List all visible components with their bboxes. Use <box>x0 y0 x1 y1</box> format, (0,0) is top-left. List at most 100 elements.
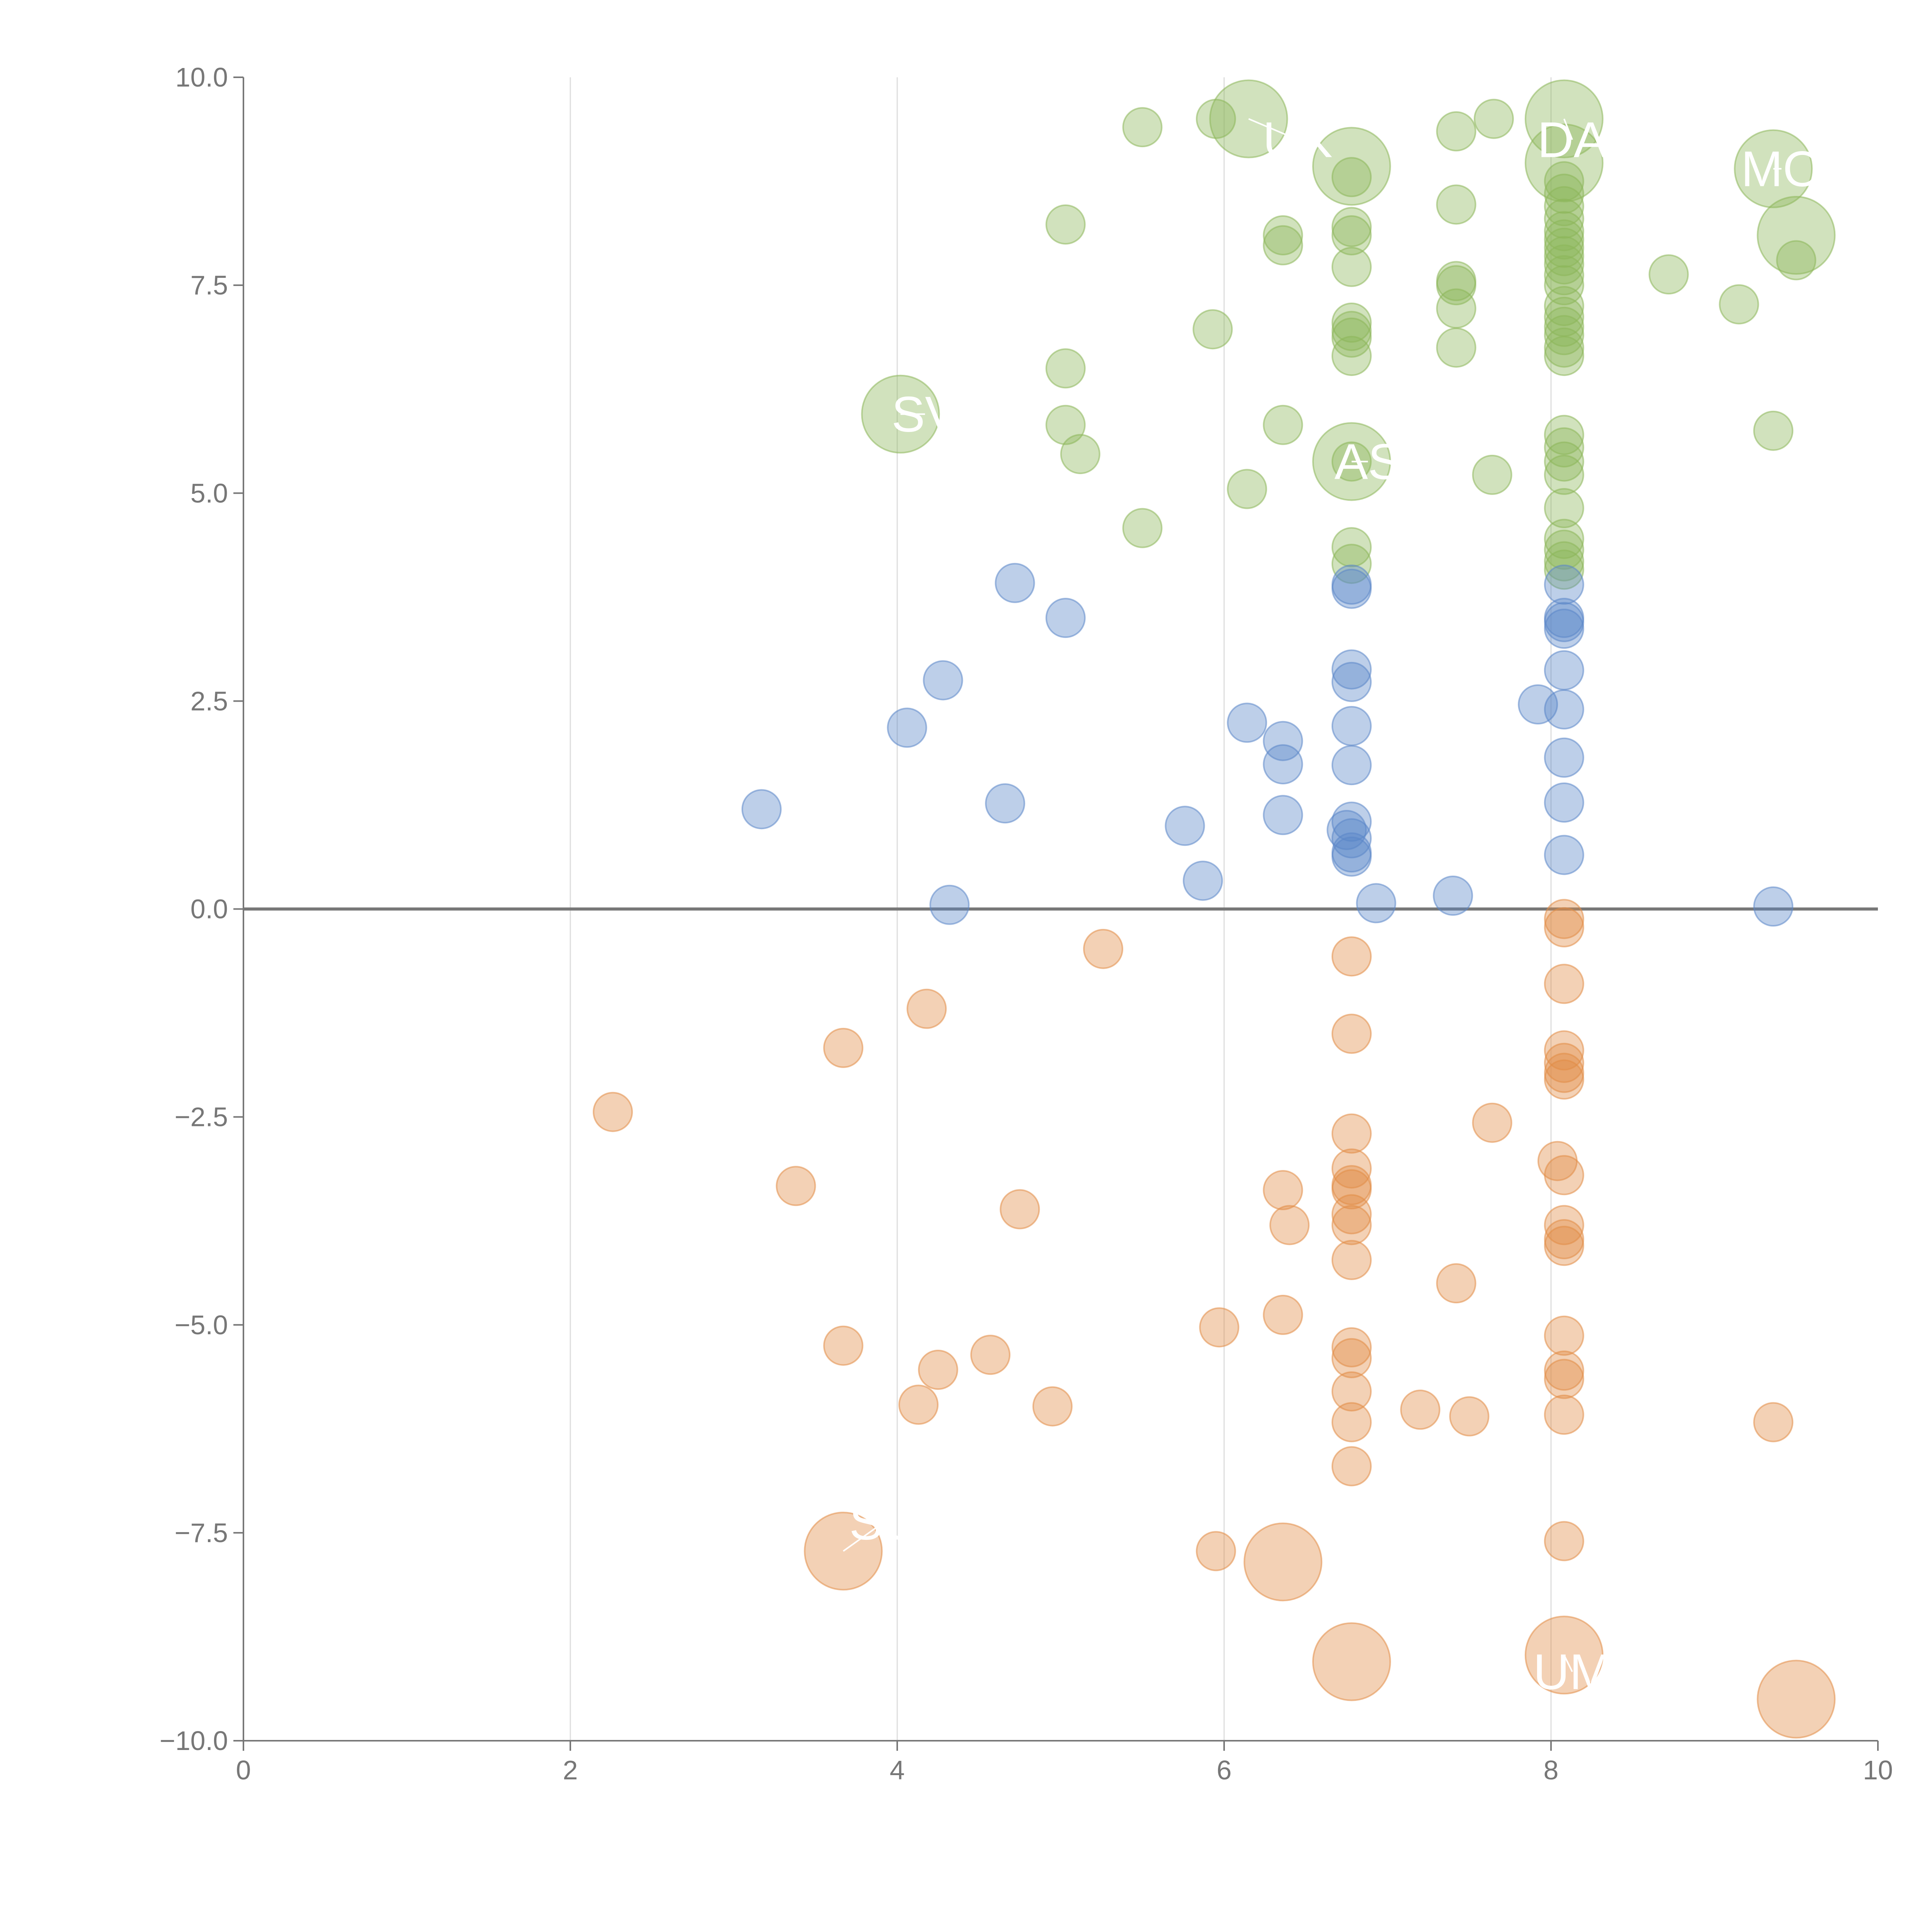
neutral-point <box>1183 861 1223 901</box>
positive-point <box>1544 228 1584 268</box>
x-tick-label: 6 <box>1217 1755 1232 1785</box>
point-annotation: SV <box>891 386 959 442</box>
point-annotation: SU <box>849 1494 919 1550</box>
negative-point <box>1544 964 1584 1004</box>
negative-point <box>1083 929 1123 969</box>
positive-point <box>1331 302 1372 343</box>
neutral-point <box>1331 706 1372 746</box>
point-annotation: DA <box>1537 111 1607 168</box>
negative-point <box>1472 1102 1512 1143</box>
negative-point <box>1331 1327 1372 1367</box>
neutral-point <box>1331 662 1372 702</box>
highlighted-point <box>1312 127 1391 206</box>
positive-point <box>1331 207 1372 247</box>
negative-point <box>1436 1263 1476 1304</box>
negative-point <box>1331 1113 1372 1154</box>
negative-point <box>1331 1240 1372 1280</box>
positive-point <box>1473 99 1514 139</box>
negative-point <box>1544 1359 1584 1399</box>
negative-point <box>1331 1014 1372 1054</box>
point-annotation: UM <box>1533 1643 1611 1700</box>
highlighted-point <box>1243 1522 1323 1602</box>
negative-point <box>1544 1521 1584 1561</box>
neutral-point <box>1544 565 1584 605</box>
neutral-point <box>1331 818 1372 859</box>
negative-point <box>1400 1389 1440 1430</box>
neutral-point <box>1544 650 1584 690</box>
positive-point <box>1544 549 1584 590</box>
negative-point <box>1544 1395 1584 1435</box>
negative-point <box>898 1384 939 1425</box>
positive-point <box>1648 254 1689 295</box>
neutral-point <box>1544 782 1584 823</box>
y-tick-label: −2.5 <box>175 1102 228 1132</box>
positive-point <box>1045 405 1086 445</box>
points-layer <box>592 99 1816 1571</box>
positive-point <box>1227 469 1267 509</box>
negative-point <box>1032 1386 1073 1427</box>
positive-point <box>1544 519 1584 559</box>
x-tick-label: 0 <box>236 1755 251 1785</box>
highlighted-point <box>1757 1660 1836 1739</box>
neutral-point <box>1544 737 1584 778</box>
negative-point <box>1331 1205 1372 1245</box>
negative-point <box>1331 1194 1372 1235</box>
positive-point <box>1436 184 1476 225</box>
positive-point <box>1544 541 1584 582</box>
neutral-point <box>985 783 1026 824</box>
leader-line <box>1563 118 1573 140</box>
negative-point <box>1544 1205 1584 1245</box>
negative-point <box>592 1092 633 1132</box>
negative-point <box>823 1325 864 1366</box>
highlighted-point <box>1524 123 1604 202</box>
highlighted-point <box>1312 1622 1391 1701</box>
neutral-point <box>1045 598 1086 638</box>
positive-point <box>1192 309 1233 350</box>
neutral-point <box>741 789 782 830</box>
positive-point <box>1544 219 1584 260</box>
negative-point <box>1331 1446 1372 1486</box>
negative-point <box>1544 1155 1584 1196</box>
negative-point <box>1544 1030 1584 1071</box>
positive-point <box>1544 244 1584 285</box>
negative-point <box>1196 1531 1236 1571</box>
positive-point <box>1263 405 1303 445</box>
negative-point <box>1263 1170 1303 1211</box>
positive-point <box>1544 454 1584 495</box>
neutral-point <box>1331 745 1372 786</box>
neutral-point <box>1433 876 1473 916</box>
positive-point <box>1060 434 1100 474</box>
negative-point <box>1544 1350 1584 1391</box>
positive-point <box>1544 315 1584 355</box>
neutral-point <box>929 884 970 925</box>
neutral-point <box>1331 649 1372 690</box>
positive-point <box>1331 215 1372 255</box>
positive-point <box>1544 336 1584 376</box>
positive-point <box>1544 441 1584 482</box>
positive-point <box>1436 327 1476 368</box>
y-tick-label: 0.0 <box>190 894 228 924</box>
leader-line <box>843 1521 885 1552</box>
negative-point <box>1544 1043 1584 1083</box>
y-tick-label: 2.5 <box>190 686 228 716</box>
positive-point <box>1544 173 1584 214</box>
neutral-point <box>923 660 963 701</box>
y-tick-label: −7.5 <box>175 1518 228 1548</box>
negative-point <box>1544 1059 1584 1100</box>
negative-point <box>1331 936 1372 977</box>
positive-point <box>1045 204 1086 245</box>
positive-point <box>1436 111 1476 151</box>
neutral-point <box>1331 568 1372 609</box>
negative-point <box>970 1335 1011 1375</box>
neutral-point <box>1753 886 1794 927</box>
positive-point <box>1753 410 1794 451</box>
positive-point <box>1331 336 1372 376</box>
positive-point <box>1544 306 1584 347</box>
y-tick-label: −10.0 <box>160 1726 228 1756</box>
positive-point <box>1263 225 1303 265</box>
negative-point <box>1544 899 1584 939</box>
neutral-point <box>887 707 927 748</box>
positive-point <box>1776 240 1816 281</box>
positive-point <box>1472 454 1512 495</box>
